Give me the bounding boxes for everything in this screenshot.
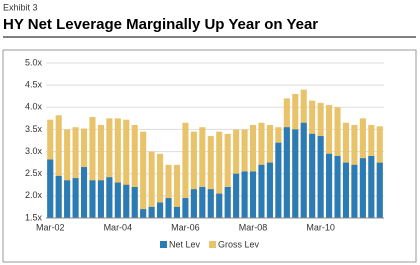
x-tick-label: Mar-02 (36, 222, 65, 232)
bar (148, 151, 155, 218)
bar (55, 115, 62, 218)
legend-swatch (209, 241, 217, 248)
bar (182, 198, 189, 218)
bar (114, 182, 121, 218)
bar (216, 193, 223, 218)
bar (207, 189, 214, 218)
bar (106, 177, 113, 218)
bar (359, 158, 366, 218)
bar (224, 187, 231, 218)
bar (123, 119, 130, 218)
bar (131, 187, 138, 218)
bar (266, 162, 273, 218)
chart-frame (2, 49, 417, 263)
bar (292, 129, 299, 218)
bar (64, 180, 71, 218)
bar (55, 175, 62, 218)
bar (258, 164, 265, 218)
bar (190, 189, 197, 218)
bar (199, 127, 206, 218)
bar (199, 187, 206, 218)
bar (157, 153, 164, 218)
bar (326, 153, 333, 218)
bar (368, 156, 375, 218)
bar (89, 180, 96, 218)
y-tick-label: 3.5x (25, 124, 43, 134)
y-tick-label: 4.0x (25, 102, 43, 112)
bar (114, 118, 121, 218)
y-tick-label: 2.0x (25, 190, 43, 200)
bar (283, 127, 290, 218)
bar (351, 164, 358, 218)
bar (140, 131, 147, 218)
chart-title: HY Net Leverage Marginally Up Year on Ye… (3, 16, 318, 33)
x-tick-label: Mar-04 (104, 222, 133, 232)
y-tick-label: 4.5x (25, 80, 43, 90)
bar (106, 118, 113, 218)
x-tick-label: Mar-06 (171, 222, 200, 232)
bar (241, 171, 248, 218)
y-tick-label: 5.0x (25, 57, 43, 67)
bar (376, 162, 383, 218)
bar (173, 206, 181, 218)
legend-label: Net Lev (169, 239, 201, 249)
legend-swatch (160, 241, 167, 248)
bar (89, 117, 96, 218)
y-tick-label: 1.5x (25, 212, 43, 222)
y-tick-label: 2.5x (25, 168, 43, 178)
bar (334, 156, 341, 218)
bar (157, 202, 164, 218)
y-tick-label: 3.0x (25, 146, 43, 156)
bar (224, 133, 231, 218)
bar (123, 184, 130, 218)
bar (300, 122, 307, 218)
bar (97, 180, 104, 218)
legend-label: Gross Lev (218, 239, 260, 249)
x-tick-label: Mar-08 (239, 222, 268, 232)
bar (165, 198, 172, 218)
bar (275, 142, 282, 218)
bar (97, 125, 104, 218)
bar (216, 131, 223, 218)
bar (64, 129, 71, 218)
bar (173, 164, 181, 218)
bar (80, 167, 88, 218)
bar (72, 178, 79, 218)
bar (140, 209, 147, 218)
bar (190, 131, 197, 218)
bar (72, 127, 79, 218)
bar (131, 125, 138, 218)
bar (309, 133, 316, 218)
bar (233, 173, 240, 218)
bar (148, 206, 155, 218)
exhibit-label: Exhibit 3 (3, 2, 38, 12)
bar (317, 136, 324, 218)
bar (249, 171, 257, 218)
bar (342, 162, 350, 218)
x-tick-label: Mar-10 (306, 222, 335, 232)
bar (47, 159, 54, 218)
bar (182, 122, 189, 218)
bar (165, 164, 172, 218)
bar (207, 136, 214, 218)
